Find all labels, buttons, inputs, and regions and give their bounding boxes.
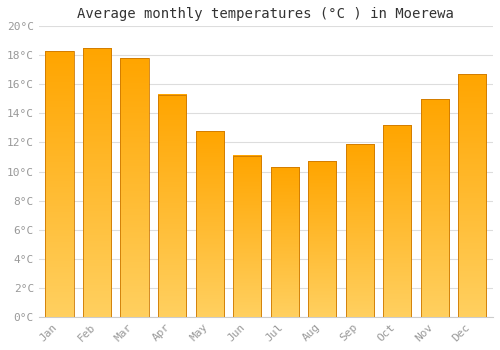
Bar	[346, 144, 374, 317]
Title: Average monthly temperatures (°C ) in Moerewa: Average monthly temperatures (°C ) in Mo…	[78, 7, 454, 21]
Bar	[158, 94, 186, 317]
Bar	[458, 74, 486, 317]
Bar	[421, 99, 449, 317]
Bar	[308, 161, 336, 317]
Bar	[233, 155, 261, 317]
Bar	[46, 51, 74, 317]
Bar	[83, 48, 111, 317]
Bar	[270, 167, 299, 317]
Bar	[196, 131, 224, 317]
Bar	[120, 58, 148, 317]
Bar	[383, 125, 412, 317]
